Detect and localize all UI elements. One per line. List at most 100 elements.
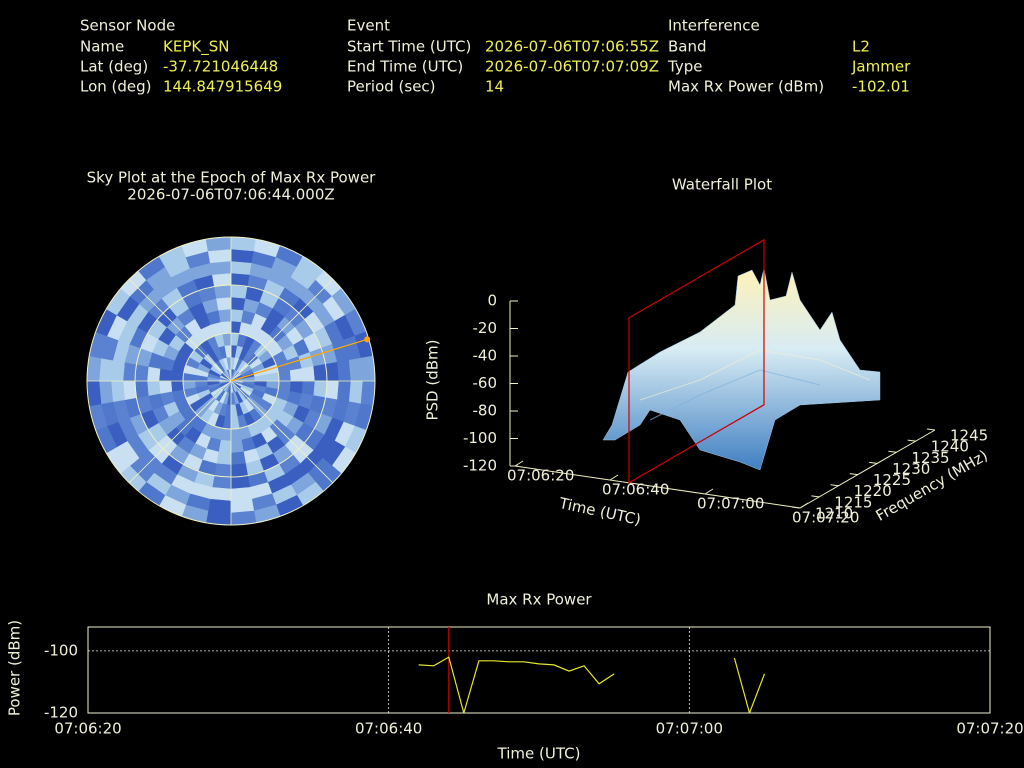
sky-cell (214, 284, 232, 299)
spoke (230, 278, 334, 382)
sky-cell (158, 380, 173, 394)
spoke (128, 278, 232, 382)
info-value: L2 (852, 38, 870, 56)
x-axis-label: Time (UTC) (497, 745, 581, 763)
z-tick-label: -100 (463, 429, 497, 447)
x-tick (704, 488, 714, 495)
sky-cell (230, 284, 248, 299)
sky-cell (86, 355, 102, 382)
spoke (230, 380, 334, 484)
y-tick-label: -100 (44, 641, 78, 659)
sky-cell (230, 260, 253, 275)
y-tick (907, 439, 916, 442)
sky-cell (170, 380, 184, 392)
z-tick-label: -40 (473, 347, 498, 365)
z-tick-label: 0 (487, 292, 497, 310)
info-value: Jammer (851, 58, 911, 76)
sky-cell (289, 368, 304, 382)
sky-cell (98, 380, 114, 405)
info-label: Lon (deg) (80, 78, 152, 96)
sky-cell (211, 475, 232, 490)
y-tick-label: 1210 (815, 505, 853, 523)
sky-cell (134, 380, 149, 398)
z-tick-label: -20 (473, 319, 498, 337)
y-tick (888, 450, 897, 453)
sky-cell (207, 498, 232, 514)
x-axis-label: Time (UTC) (557, 494, 643, 529)
sky-cell (230, 475, 251, 490)
x-tick-label: 07:07:00 (656, 720, 723, 738)
sky-cell (134, 364, 149, 382)
info-value: 144.847915649 (163, 78, 282, 96)
z-tick-label: -60 (473, 374, 498, 392)
line-chart: Max Rx Power 07:06:20 07:06:40 07:07:00 07:0… (6, 591, 1024, 763)
sky-cell (301, 380, 316, 396)
sky-cell (313, 380, 328, 398)
y-tick-label: 1235 (911, 449, 949, 467)
sky-cell (230, 236, 257, 252)
sky-cell (337, 380, 352, 403)
info-label: Type (667, 58, 702, 76)
info-value: -102.01 (852, 78, 910, 96)
sky-cell (209, 260, 232, 275)
y-tick-label: 1215 (834, 493, 872, 511)
y-tick-label: 1230 (892, 460, 930, 478)
epoch-plane (628, 238, 765, 484)
bearing-line (230, 338, 368, 382)
sky-cell (110, 359, 125, 382)
sky-cell (230, 439, 244, 454)
y-tick-label: 1240 (931, 438, 969, 456)
time-axis (514, 465, 801, 509)
info-label: End Time (UTC) (347, 58, 463, 76)
sky-cell (216, 296, 232, 311)
z-tick-label: -80 (473, 402, 498, 420)
sky-cell (230, 428, 242, 442)
sky-cell (86, 380, 102, 407)
x-tick-label: 07:06:40 (355, 720, 422, 738)
sky-cell (214, 463, 232, 478)
sky-cell (205, 236, 232, 252)
x-tick (609, 474, 619, 481)
sky-cell (230, 272, 251, 287)
sky-cell (230, 463, 248, 478)
info-value: -37.721046448 (163, 58, 278, 76)
sky-cell (209, 487, 232, 502)
x-tick-label: 07:07:00 (697, 495, 764, 513)
sky-cell (122, 380, 137, 401)
x-tick (514, 460, 524, 467)
chart-title: Max Rx Power (486, 591, 592, 609)
info-label: Name (80, 38, 124, 56)
info-label: Start Time (UTC) (347, 38, 471, 56)
sky-cell (230, 498, 255, 514)
chart-title: Sky Plot at the Epoch of Max Rx Power (87, 169, 377, 187)
x-tick-label: 07:06:20 (507, 467, 574, 485)
info-value: 14 (485, 78, 504, 96)
y-tick-label: 1220 (854, 482, 892, 500)
y-tick (811, 495, 820, 498)
sky-cell (325, 380, 340, 401)
z-tick-label: -120 (463, 457, 497, 475)
plot-frame (87, 626, 991, 714)
sky-cell (230, 487, 253, 502)
info-heading: Event (347, 17, 390, 35)
info-value: KEPK_SN (163, 38, 229, 57)
sky-cell (110, 380, 125, 403)
sky-cell (348, 380, 364, 405)
sky-cell (313, 364, 328, 382)
y-tick (791, 506, 801, 509)
info-label: Lat (deg) (80, 58, 148, 76)
y-tick (849, 473, 858, 476)
sky-cell (207, 248, 232, 264)
y-tick (869, 461, 878, 464)
sky-cell (216, 451, 232, 466)
sky-cell (230, 248, 255, 264)
spoke (128, 380, 232, 484)
sky-cell (218, 308, 232, 323)
chart-title: Waterfall Plot (672, 176, 772, 194)
sky-cell (122, 361, 137, 382)
x-tick-label: 07:06:20 (54, 720, 121, 738)
sky-cell (360, 355, 376, 382)
sky-cell (146, 366, 161, 382)
info-label: Band (668, 38, 707, 56)
